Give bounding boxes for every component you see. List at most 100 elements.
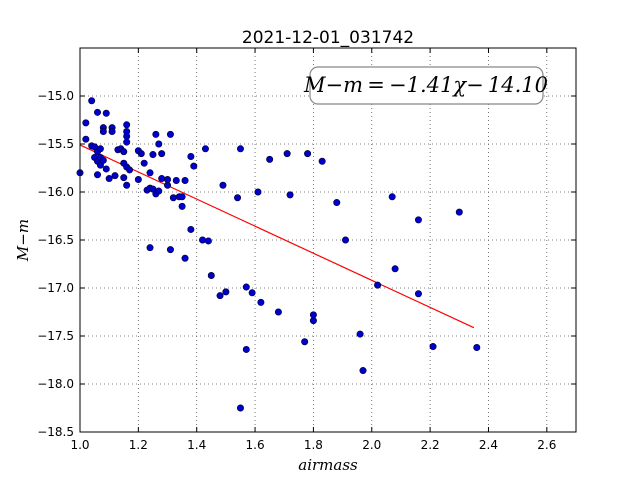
data-point [199, 236, 207, 244]
data-point [242, 283, 250, 291]
data-point [96, 145, 104, 153]
data-point [391, 265, 399, 273]
data-point [204, 237, 212, 245]
data-point [99, 128, 107, 136]
data-point [318, 157, 326, 165]
x-tick-label: 1.6 [246, 438, 265, 452]
data-point [216, 292, 224, 300]
data-point [102, 109, 110, 117]
data-point [140, 159, 148, 167]
data-point [134, 176, 142, 184]
chart-title: 2021-12-01_031742 [242, 28, 414, 48]
data-point [123, 138, 131, 146]
data-point [359, 367, 367, 375]
data-point [178, 202, 186, 210]
data-point [181, 176, 189, 184]
data-point [342, 236, 350, 244]
data-point [126, 166, 134, 174]
data-point [473, 344, 481, 352]
data-point [178, 193, 186, 201]
data-point [414, 216, 422, 224]
y-tick-label: −15.5 [37, 137, 74, 151]
data-point [242, 345, 250, 353]
data-point [123, 181, 131, 189]
fit-equation: M−m = −1.41χ− 14.10 [303, 73, 548, 97]
data-point [166, 130, 174, 138]
data-point [181, 254, 189, 262]
data-point [236, 145, 244, 153]
y-tick-label: −17.5 [37, 329, 74, 343]
data-point [146, 169, 154, 177]
data-point [301, 338, 309, 346]
data-point [123, 121, 131, 129]
data-point [234, 194, 242, 202]
data-point [266, 155, 274, 163]
data-point [274, 308, 282, 316]
fit-annotation: M−m = −1.41χ− 14.10 [303, 66, 548, 105]
data-point [123, 132, 131, 140]
data-point [158, 150, 166, 158]
data-point [94, 171, 102, 179]
data-point [414, 290, 422, 298]
data-point [82, 119, 90, 127]
fit-line-group [79, 144, 475, 329]
y-tick-label: −16.0 [37, 185, 74, 199]
data-point [164, 176, 172, 184]
x-tick-label: 2.2 [421, 438, 440, 452]
data-point [248, 289, 256, 297]
y-tick-label: −17.0 [37, 281, 74, 295]
data-point [155, 187, 163, 195]
fit-line [79, 144, 475, 329]
data-point [172, 176, 180, 184]
data-point [374, 281, 382, 289]
annotation-box [309, 66, 544, 105]
data-point [164, 181, 172, 189]
data-point [105, 175, 113, 183]
data-point [82, 135, 90, 143]
data-point [99, 156, 107, 164]
x-tick-label: 1.0 [70, 438, 89, 452]
data-point [102, 165, 110, 173]
data-point [219, 181, 227, 189]
data-point [152, 130, 160, 138]
data-points [76, 97, 481, 412]
data-point [236, 404, 244, 412]
data-point [108, 128, 116, 136]
data-point [137, 150, 145, 158]
data-point [222, 288, 230, 296]
data-point [94, 108, 102, 116]
data-point [388, 193, 396, 201]
y-tick-label: −18.0 [37, 377, 74, 391]
data-point [257, 298, 265, 306]
data-point [187, 152, 195, 160]
data-point [309, 317, 317, 325]
data-point [166, 246, 174, 254]
axis-ticks: 1.0 1.2 1.4 1.6 1.8 2.0 2.2 2.4 2.6 −15.0 −15.5 −16… [37, 48, 576, 452]
data-point [304, 150, 312, 158]
x-tick-label: 2.6 [537, 438, 556, 452]
y-tick-label: −15.0 [37, 89, 74, 103]
data-point [120, 174, 128, 182]
data-point [187, 225, 195, 233]
data-point [120, 148, 128, 156]
data-point [254, 188, 262, 196]
data-point [455, 208, 463, 216]
x-tick-label: 1.4 [187, 438, 206, 452]
data-point [88, 97, 96, 105]
x-tick-label: 2.4 [479, 438, 498, 452]
data-point [169, 194, 177, 202]
data-point [207, 272, 215, 280]
data-point [309, 311, 317, 319]
x-tick-label: 2.0 [362, 438, 381, 452]
data-point [158, 175, 166, 183]
data-point [286, 191, 294, 199]
data-point [283, 150, 291, 158]
data-point [356, 330, 364, 338]
y-axis-label: M−m [14, 219, 32, 262]
y-tick-label: −18.5 [37, 425, 74, 439]
x-axis-label: airmass [298, 456, 358, 474]
data-point [333, 199, 341, 207]
data-point [146, 244, 154, 252]
x-tick-label: 1.8 [304, 438, 323, 452]
